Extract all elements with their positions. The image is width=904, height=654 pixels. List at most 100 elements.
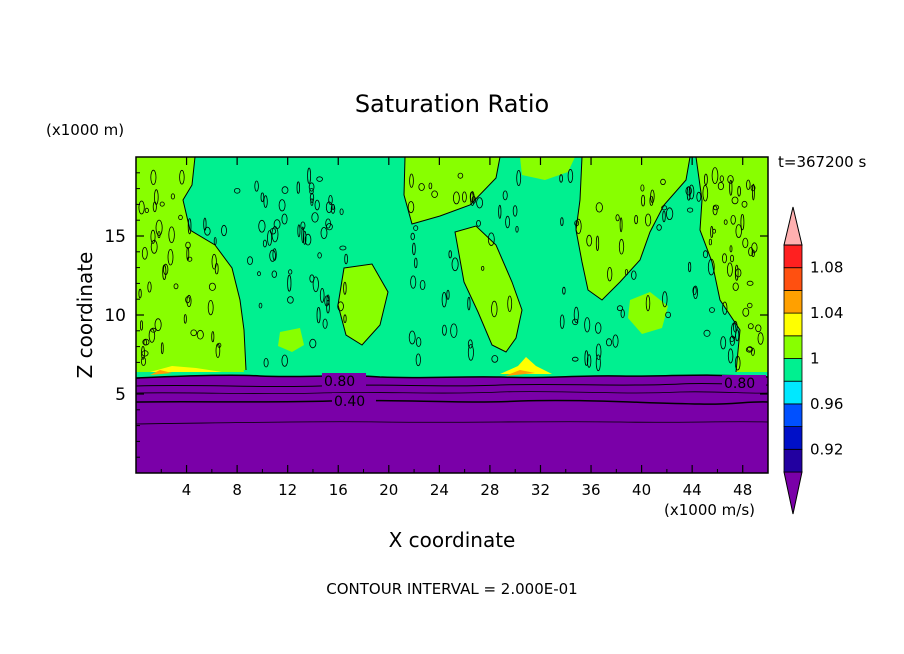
speckle-contour (747, 323, 754, 330)
speckle-contour (441, 324, 447, 336)
speckle-contour (711, 167, 719, 185)
speckle-contour (140, 356, 146, 366)
speckle-contour (269, 249, 276, 262)
speckle-contour (702, 184, 709, 202)
speckle-contour (144, 207, 149, 213)
speckle-contour (729, 245, 733, 253)
speckle-contour (448, 250, 452, 259)
speckle-contour (686, 207, 694, 213)
x-axis: 4 8 12 16 20 24 28 32 36 40 44 48 (160, 157, 769, 499)
speckle-contour (727, 175, 734, 184)
speckle-contour (155, 219, 163, 236)
speckle-contour (150, 169, 157, 185)
speckle-contour (476, 197, 484, 209)
speckle-contour (451, 257, 459, 272)
chart-title: Saturation Ratio (355, 90, 549, 118)
speckle-contour (154, 318, 162, 332)
speckle-contour (562, 286, 566, 295)
speckle-contour (300, 221, 306, 230)
colorbar-band (783, 380, 803, 405)
speckle-contour (150, 229, 156, 244)
speckle-contour (731, 196, 739, 205)
speckle-contour (343, 314, 347, 324)
speckle-contour (278, 199, 286, 212)
speckle-contour (703, 329, 711, 337)
contour-line-080 (136, 382, 768, 388)
speckle-contour (170, 193, 175, 200)
speckle-contour (316, 176, 323, 182)
colorbar-band (783, 335, 803, 359)
speckle-contour (595, 354, 601, 372)
speckle-contour (620, 309, 625, 319)
speckle-contour (308, 182, 315, 192)
speckle-contour (746, 346, 753, 352)
speckle-contour (645, 295, 651, 312)
speckle-contour (704, 173, 708, 186)
speckle-contour (729, 179, 733, 196)
x-axis-label: X coordinate (389, 528, 516, 552)
speckle-contour (446, 289, 450, 300)
speckle-contour (328, 194, 333, 205)
speckle-contour (634, 215, 638, 225)
speckle-contour (260, 192, 265, 203)
x-tick-label: 12 (278, 481, 297, 499)
contour-label-group: 0.80 0.40 0.80 (322, 373, 766, 410)
speckle-contour (586, 354, 592, 368)
colorbar-band (783, 289, 803, 314)
speckle-contour (450, 323, 458, 338)
speckle-contour (737, 185, 741, 197)
speckle-contour (207, 299, 214, 316)
speckle-contour (747, 302, 753, 309)
speckle-contour (746, 179, 751, 191)
speckle-contour (322, 318, 328, 329)
speckle-contour (595, 343, 602, 361)
speckle-contour (512, 205, 518, 217)
speckle-contour (304, 233, 312, 246)
speckle-contour (712, 205, 718, 216)
speckle-contour (572, 318, 579, 326)
speckle-contour (487, 232, 495, 246)
speckle-contour (254, 180, 259, 192)
speckle-contour (203, 217, 207, 231)
speckle-contour (154, 189, 159, 205)
speckle-contour (213, 237, 217, 246)
speckle-contour (584, 350, 589, 366)
speckle-contour (734, 355, 741, 371)
speckle-contour (246, 256, 253, 265)
speckle-contour (150, 327, 157, 333)
x-tick-label: 44 (683, 481, 702, 499)
speckle-contour (707, 258, 715, 276)
speckle-contour (187, 256, 193, 262)
colorbar-band (783, 448, 803, 473)
speckle-contour (410, 275, 417, 289)
speckle-contour (607, 267, 613, 282)
speckle-contour (272, 248, 277, 261)
speckle-contour (419, 279, 426, 290)
speckle-contour (412, 242, 416, 256)
colorbar-tick-label: 1.08 (810, 259, 843, 277)
speckle-contour (730, 254, 735, 263)
speckle-contour (491, 300, 498, 318)
speckle-contour (309, 188, 314, 195)
x-units-label: (x1000 m/s) (664, 501, 755, 519)
speckle-contour (339, 245, 347, 251)
speckle-contour (722, 301, 728, 315)
contour-interval-footer: CONTOUR INTERVAL = 2.000E-01 (326, 580, 577, 598)
region-orange-spots (150, 370, 535, 376)
speckle-contour (413, 225, 419, 231)
speckle-contour (457, 172, 464, 179)
speckle-contour (319, 287, 325, 303)
speckle-contour (307, 167, 312, 184)
speckle-contour (343, 281, 347, 295)
speckle-contour (316, 306, 321, 324)
speckle-contour (211, 331, 215, 343)
speckle-contour (160, 342, 164, 355)
speckle-contour (190, 329, 198, 337)
speckle-contour (502, 190, 508, 201)
speckle-contour (727, 348, 734, 364)
speckle-contour (644, 213, 652, 227)
speckle-contour (138, 288, 142, 299)
speckle-contour (471, 195, 476, 204)
contour-line-boundary (136, 374, 768, 379)
